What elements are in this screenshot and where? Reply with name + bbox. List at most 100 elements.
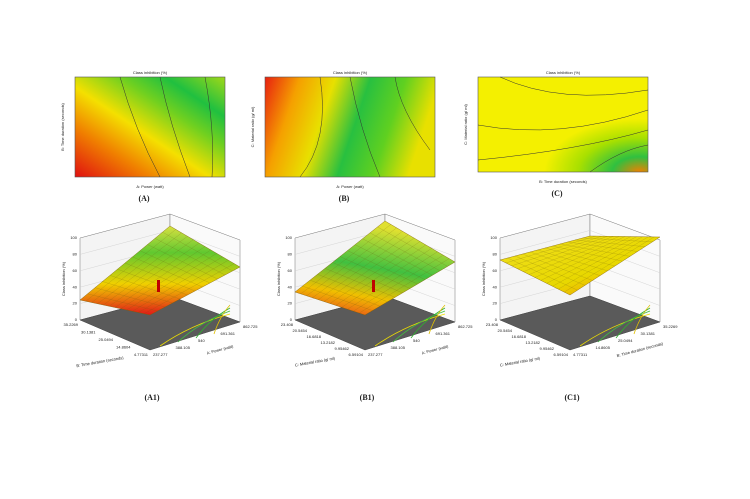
floor-contour — [615, 307, 651, 339]
front-tick-label: 25.0494 — [99, 337, 114, 342]
floor-contour — [579, 313, 651, 347]
right-tick-label: 4.77311 — [573, 352, 588, 357]
right-axis-label: A: Power (watt) — [206, 343, 234, 355]
contour-line — [299, 76, 431, 178]
z-tick-label: 100 — [490, 235, 497, 240]
right-axis-label: B: Time duration (seconds) — [616, 341, 664, 358]
panel-label: (A) — [138, 194, 149, 203]
z-tick-label: 100 — [285, 235, 292, 240]
front-tick-label: 20.5454 — [498, 328, 513, 333]
right-tick-label: 30.1381 — [641, 331, 656, 336]
z-axis-label: Class inhibition (%) — [61, 261, 66, 296]
front-tick-label: 14.8604 — [116, 345, 131, 350]
floor-contour — [195, 307, 231, 339]
front-tick-label: 23.408 — [281, 322, 294, 327]
surface-mesh — [564, 236, 655, 293]
right-tick-label: 691.361 — [221, 331, 236, 336]
panel-title: Class inhibition (%) — [333, 70, 368, 75]
z-tick-label: 40 — [73, 284, 78, 289]
right-tick-label: 691.361 — [436, 331, 451, 336]
design-point — [372, 280, 375, 292]
right-tick-label: 25.0494 — [618, 338, 633, 343]
front-axis-label: C: Material ratio (g/ ml) — [294, 355, 336, 367]
floor-contour — [213, 304, 231, 335]
z-tick-label: 0 — [75, 317, 78, 322]
z-tick-label: 20 — [288, 301, 293, 306]
x-axis-label: B: Time duration (seconds) — [539, 179, 587, 184]
right-tick-label: 237.277 — [153, 352, 168, 357]
floor-contour — [633, 304, 651, 335]
front-tick-label: 9.95462 — [335, 346, 350, 351]
z-tick-label: 0 — [495, 317, 498, 322]
z-tick-label: 40 — [288, 284, 293, 289]
surface-mesh — [582, 237, 653, 242]
front-tick-label: 30.1381 — [81, 330, 96, 335]
right-tick-label: 862.725 — [243, 324, 258, 329]
right-tick-label: 540 — [198, 338, 205, 343]
x-axis-label: A: Power (watt) — [136, 184, 164, 189]
front-tick-label: 16.6818 — [512, 334, 527, 339]
z-tick-label: 80 — [288, 251, 293, 256]
surface-panel: 0 20 40 60 80 100 Class inhibition (%) 23.40820… — [276, 213, 473, 402]
surface-mesh — [144, 263, 235, 314]
front-tick-label: 23.408 — [486, 322, 499, 327]
surface-mesh — [377, 226, 448, 267]
right-tick-label: 35.2269 — [663, 324, 678, 329]
z-tick-label: 60 — [493, 268, 498, 273]
y-axis-label: B: Time duration (seconds) — [60, 102, 65, 150]
floor-contour — [159, 313, 231, 347]
z-axis-label: Class inhibition (%) — [481, 261, 486, 296]
z-tick-label: 0 — [290, 317, 293, 322]
front-axis-label: C: Material ratio (g/ ml) — [499, 355, 541, 367]
z-axis-label: Class inhibition (%) — [276, 261, 281, 296]
front-tick-label: 13.2182 — [526, 340, 541, 345]
surface-mesh — [359, 258, 450, 314]
z-tick-label: 40 — [493, 284, 498, 289]
surface-mesh — [154, 238, 226, 276]
x-axis-label: A: Power (watt) — [336, 184, 364, 189]
z-tick-label: 80 — [493, 251, 498, 256]
right-tick-label: 14.8605 — [596, 345, 611, 350]
surface-mesh — [574, 239, 646, 247]
floor-contour — [177, 310, 231, 343]
contour-field — [74, 76, 226, 178]
surface-panel: 0 20 40 60 80 100 Class inhibition (%) 23.40820… — [481, 213, 678, 402]
z-tick-label: 60 — [73, 268, 78, 273]
right-tick-label: 862.725 — [458, 324, 473, 329]
floor-contour — [374, 313, 446, 347]
y-axis-label: C: Material ratio (g/ ml) — [250, 106, 255, 147]
panel-title: Class inhibition (%) — [546, 70, 581, 75]
panel-label: (A1) — [144, 393, 159, 402]
front-tick-label: 13.2182 — [321, 340, 336, 345]
front-tick-label: 6.59104 — [349, 352, 364, 357]
contour-b — [264, 76, 436, 178]
right-tick-label: 388.105 — [176, 345, 191, 350]
y-axis-label: C: Material ratio (g/ ml) — [463, 104, 468, 145]
design-point — [157, 280, 160, 292]
front-tick-label: 9.95462 — [540, 346, 555, 351]
contour-line — [477, 76, 649, 173]
floor-contour — [392, 310, 446, 343]
front-tick-label: 20.5454 — [293, 328, 308, 333]
z-tick-label: 80 — [73, 251, 78, 256]
contour-field — [264, 76, 436, 178]
floor-contour — [428, 304, 446, 335]
contour-line — [119, 76, 213, 178]
panel-label: (C1) — [564, 393, 579, 402]
front-tick-label: 4.77311 — [134, 352, 149, 357]
z-tick-label: 60 — [288, 268, 293, 273]
contour-c — [477, 76, 649, 173]
right-axis-label: A: Power (watt) — [421, 343, 449, 355]
floor-contour — [410, 307, 446, 339]
z-tick-label: 100 — [70, 235, 77, 240]
panel-label: (B) — [339, 194, 350, 203]
front-tick-label: 16.6818 — [307, 334, 322, 339]
floor-contour — [597, 310, 651, 343]
front-axis-label: B: Time duration (seconds) — [76, 355, 125, 368]
panel-label: (C) — [551, 189, 562, 198]
z-tick-label: 20 — [493, 301, 498, 306]
floor — [499, 295, 661, 351]
panel-title: Class inhibition (%) — [133, 70, 168, 75]
